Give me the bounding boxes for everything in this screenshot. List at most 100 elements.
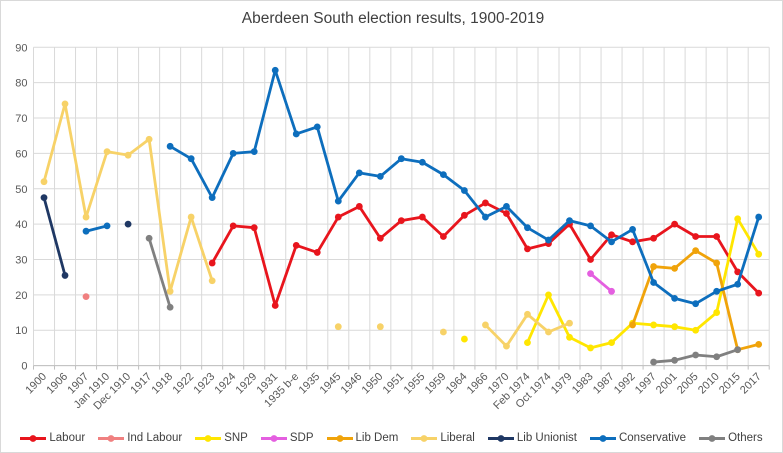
line-segment-labour xyxy=(652,222,677,240)
legend-label-snp: SNP xyxy=(224,432,248,444)
data-point-liberal xyxy=(82,213,90,221)
data-point-snp xyxy=(650,321,657,329)
x-axis-tick-label: 1987 xyxy=(591,371,617,397)
y-axis-tick-label: 60 xyxy=(15,148,27,160)
x-axis-tick-label: 1955 xyxy=(402,371,428,397)
data-point-liberal xyxy=(103,148,111,156)
series-liberal xyxy=(40,100,573,350)
line-segment-liberal xyxy=(168,215,193,293)
data-point-snp xyxy=(755,250,763,258)
data-point-snp xyxy=(461,335,468,343)
data-point-others xyxy=(713,353,721,361)
line-segment-conservative xyxy=(189,157,214,200)
data-point-lib-unionist xyxy=(61,272,69,279)
legend-item-labour: Labour xyxy=(20,432,85,444)
legend-marker-lib-unionist xyxy=(487,434,514,442)
line-segment-snp xyxy=(547,293,571,339)
line-segment-conservative xyxy=(294,125,319,136)
legend-label-sdp: SDP xyxy=(289,432,314,444)
y-axis-tick-label: 50 xyxy=(15,184,27,196)
line-segment-snp xyxy=(526,293,550,345)
line-segment-snp xyxy=(652,323,677,329)
line-segment-conservative xyxy=(736,215,761,286)
line-segment-conservative xyxy=(631,228,655,284)
line-segment-labour xyxy=(547,222,571,245)
data-point-conservative xyxy=(692,300,700,308)
legend-item-others: Others xyxy=(699,432,763,444)
x-axis-tick-label: 1917 xyxy=(128,371,154,397)
data-point-labour xyxy=(755,289,763,297)
data-point-conservative xyxy=(229,150,237,157)
y-axis-tick-label: 0 xyxy=(21,361,27,373)
data-point-lib-unionist xyxy=(40,194,48,202)
data-point-snp xyxy=(671,323,679,331)
data-point-conservative xyxy=(629,226,636,233)
data-point-conservative xyxy=(103,222,111,230)
data-point-labour xyxy=(355,203,363,210)
series-others xyxy=(145,234,742,366)
line-segment-labour xyxy=(231,224,256,230)
data-point-conservative xyxy=(334,197,342,205)
data-point-snp xyxy=(587,344,594,352)
data-point-conservative xyxy=(439,171,447,179)
x-axis-tick-label: 1929 xyxy=(234,371,260,397)
line-segment-conservative xyxy=(441,173,466,192)
line-segment-liberal xyxy=(147,137,172,293)
line-segment-conservative xyxy=(273,68,298,136)
line-segment-labour xyxy=(715,235,740,274)
legend-item-lib-unionist: Lib Unionist xyxy=(487,432,577,444)
line-segment-snp xyxy=(589,341,613,350)
data-point-lib-dem xyxy=(692,247,700,255)
line-segment-others xyxy=(715,348,740,359)
line-segment-conservative xyxy=(231,150,256,155)
line-segment-others xyxy=(694,353,719,359)
data-point-liberal xyxy=(503,342,510,350)
data-point-labour xyxy=(271,302,279,309)
data-point-lib-unionist xyxy=(124,220,132,228)
x-axis-tick-label: 1935 xyxy=(297,371,323,397)
data-point-conservative xyxy=(355,169,363,177)
data-point-labour xyxy=(397,217,405,224)
line-segment-conservative xyxy=(336,171,361,203)
data-point-conservative xyxy=(250,148,258,156)
line-segment-labour xyxy=(505,212,529,251)
line-segment-labour xyxy=(610,233,634,244)
data-point-conservative xyxy=(524,224,531,232)
data-point-labour xyxy=(334,213,342,221)
line-segment-snp xyxy=(568,335,592,350)
gridlines xyxy=(33,46,770,367)
data-point-liberal xyxy=(208,277,216,285)
legend-marker-lib-dem xyxy=(326,434,353,442)
line-segment-lib-dem xyxy=(694,249,719,265)
legend-label-ind-labour: Ind Labour xyxy=(127,432,183,444)
data-point-conservative xyxy=(461,187,468,194)
line-segment-conservative xyxy=(610,228,634,244)
chart-title: Aberdeen South election results, 1900-20… xyxy=(242,10,544,27)
line-segment-labour xyxy=(441,213,466,238)
line-segment-snp xyxy=(610,321,634,345)
data-point-conservative xyxy=(587,222,594,230)
data-point-conservative xyxy=(166,142,174,150)
data-point-labour xyxy=(587,256,594,263)
data-point-snp xyxy=(566,333,573,341)
legend-label-labour: Labour xyxy=(49,432,86,444)
data-point-conservative xyxy=(82,227,90,235)
data-point-others xyxy=(671,356,679,364)
x-axis-tick-label: 1951 xyxy=(381,371,407,397)
x-axis-tick-label: 2001 xyxy=(654,371,680,397)
line-segment-snp xyxy=(631,321,655,327)
data-point-conservative xyxy=(313,123,321,131)
line-segment-labour xyxy=(273,243,298,307)
line-segment-labour xyxy=(294,243,319,254)
data-point-labour xyxy=(692,233,700,240)
line-segment-conservative xyxy=(547,219,571,242)
line-segment-liberal xyxy=(484,323,508,348)
line-segment-conservative xyxy=(378,157,403,178)
line-segment-labour xyxy=(568,222,592,261)
line-segment-conservative xyxy=(505,205,529,230)
data-point-liberal xyxy=(482,321,489,329)
line-segment-labour xyxy=(463,201,487,217)
legend-item-lib-dem: Lib Dem xyxy=(326,432,398,444)
data-point-liberal xyxy=(40,178,48,186)
